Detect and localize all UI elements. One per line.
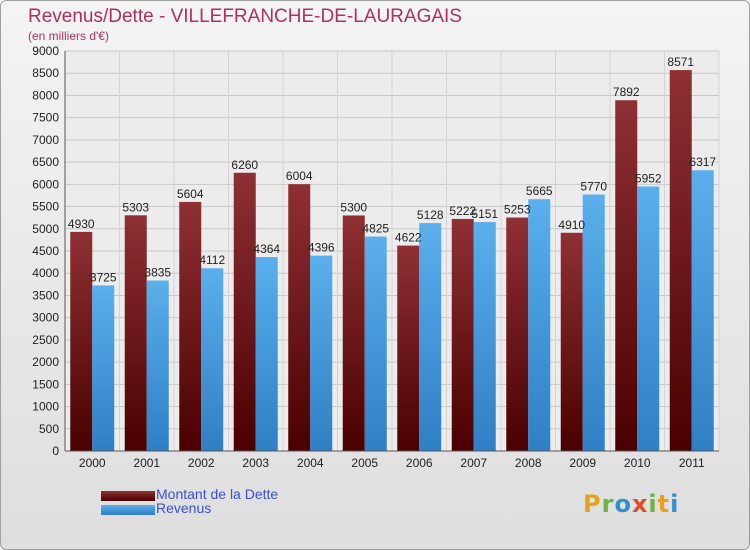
data-label-dette: 5604 bbox=[177, 187, 204, 201]
y-tick-label: 6000 bbox=[32, 177, 59, 191]
data-label-revenus: 4364 bbox=[253, 242, 280, 256]
bar-revenus bbox=[691, 170, 714, 451]
x-tick-label: 2006 bbox=[406, 456, 433, 470]
y-tick-label: 500 bbox=[39, 422, 59, 436]
logo-letter: P bbox=[583, 490, 602, 518]
bar-revenus bbox=[528, 199, 551, 451]
bar-revenus bbox=[255, 257, 278, 451]
bar-dette bbox=[615, 100, 638, 451]
data-label-revenus: 6317 bbox=[689, 155, 716, 169]
chart-title: Revenus/Dette - VILLEFRANCHE-DE-LAURAGAI… bbox=[28, 6, 462, 27]
legend-label-dette: Montant de la Dette bbox=[156, 486, 279, 502]
x-tick-label: 2009 bbox=[569, 456, 596, 470]
bar-dette bbox=[70, 231, 93, 451]
x-tick-label: 2002 bbox=[188, 456, 215, 470]
data-label-revenus: 4825 bbox=[362, 222, 389, 236]
y-tick-label: 1000 bbox=[32, 400, 59, 414]
data-label-dette: 4910 bbox=[558, 218, 585, 232]
logo-letter: i bbox=[670, 490, 680, 518]
y-tick-label: 2000 bbox=[32, 355, 59, 369]
logo-letter: i bbox=[648, 490, 658, 518]
y-tick-label: 4000 bbox=[32, 266, 59, 280]
data-labels: 4930 3725 5303 3835 5604 4112 6260 4364 6004 4396… bbox=[68, 55, 717, 284]
bar-dette bbox=[397, 245, 420, 451]
y-tick-label: 5000 bbox=[32, 222, 59, 236]
bar-revenus bbox=[146, 280, 169, 451]
bar-revenus bbox=[201, 268, 224, 451]
x-tick-label: 2007 bbox=[460, 456, 487, 470]
bar-revenus bbox=[419, 223, 442, 451]
y-tick-label: 6500 bbox=[32, 155, 59, 169]
bar-revenus bbox=[310, 255, 333, 451]
bar-revenus bbox=[473, 222, 496, 451]
x-tick-label: 2005 bbox=[351, 456, 378, 470]
logo-letter: o bbox=[614, 490, 632, 518]
y-tick-label: 9000 bbox=[32, 44, 59, 58]
y-tick-label: 5500 bbox=[32, 200, 59, 214]
data-label-revenus: 5151 bbox=[471, 207, 498, 221]
data-label-dette: 5303 bbox=[122, 200, 149, 214]
legend-swatch-revenus bbox=[101, 505, 155, 515]
bar-dette bbox=[179, 201, 202, 451]
bar-dette bbox=[669, 70, 692, 452]
logo-letter: r bbox=[601, 490, 615, 518]
data-label-dette: 4622 bbox=[395, 231, 422, 245]
x-tick-label: 2004 bbox=[297, 456, 324, 470]
bar-dette bbox=[124, 215, 147, 451]
y-tick-label: 8500 bbox=[32, 66, 59, 80]
x-tick-label: 2008 bbox=[515, 456, 542, 470]
y-tick-label: 0 bbox=[52, 444, 59, 458]
bar-revenus bbox=[582, 194, 605, 452]
legend-label-revenus: Revenus bbox=[156, 500, 212, 516]
y-tick-label: 3000 bbox=[32, 311, 59, 325]
legend-swatch-dette bbox=[101, 491, 155, 501]
data-label-dette: 5300 bbox=[340, 200, 367, 214]
y-tick-label: 4500 bbox=[32, 244, 59, 258]
y-tick-label: 8000 bbox=[32, 88, 59, 102]
proxiti-logo: Proxiti bbox=[583, 490, 679, 518]
data-label-dette: 8571 bbox=[667, 55, 694, 69]
x-tick-label: 2011 bbox=[679, 456, 705, 470]
y-tick-label: 3500 bbox=[32, 288, 59, 302]
bars bbox=[70, 70, 714, 452]
chart-subtitle: (en milliers d'€) bbox=[28, 29, 109, 43]
grid bbox=[64, 50, 720, 452]
y-tick-label: 2500 bbox=[32, 333, 59, 347]
y-tick-label: 1500 bbox=[32, 377, 59, 391]
bar-revenus bbox=[637, 186, 660, 451]
logo-letter: x bbox=[631, 490, 649, 518]
x-tick-label: 2003 bbox=[242, 456, 269, 470]
data-label-dette: 5222 bbox=[449, 204, 476, 218]
data-label-dette: 7892 bbox=[613, 85, 640, 99]
bar-dette bbox=[288, 184, 311, 451]
data-label-revenus: 3835 bbox=[144, 266, 171, 280]
x-tick-label: 2000 bbox=[79, 456, 106, 470]
axes: 0 500 1000 1500 2000 2500 3000 3500 4000 4500 5000… bbox=[32, 44, 719, 470]
data-label-revenus: 5770 bbox=[580, 180, 607, 194]
x-tick-label: 2010 bbox=[624, 456, 651, 470]
data-label-revenus: 5952 bbox=[635, 171, 662, 185]
data-label-revenus: 3725 bbox=[90, 270, 117, 284]
y-tick-label: 7500 bbox=[32, 111, 59, 125]
data-label-revenus: 4396 bbox=[308, 241, 335, 255]
data-label-dette: 4930 bbox=[68, 217, 95, 231]
logo-letter: t bbox=[657, 490, 671, 518]
data-label-revenus: 5128 bbox=[417, 208, 444, 222]
bar-dette bbox=[451, 218, 474, 451]
bar-dette bbox=[342, 215, 365, 451]
data-label-dette: 6004 bbox=[286, 169, 313, 183]
bar-revenus bbox=[364, 236, 387, 451]
data-label-dette: 6260 bbox=[231, 158, 258, 172]
bar-dette bbox=[233, 172, 256, 451]
x-tick-label: 2001 bbox=[133, 456, 160, 470]
data-label-dette: 5253 bbox=[504, 203, 531, 217]
data-label-revenus: 5665 bbox=[526, 184, 553, 198]
y-tick-label: 7000 bbox=[32, 133, 59, 147]
bar-dette bbox=[560, 232, 583, 451]
bar-revenus bbox=[92, 285, 115, 451]
bar-dette bbox=[506, 217, 529, 451]
data-label-revenus: 4112 bbox=[199, 253, 225, 267]
